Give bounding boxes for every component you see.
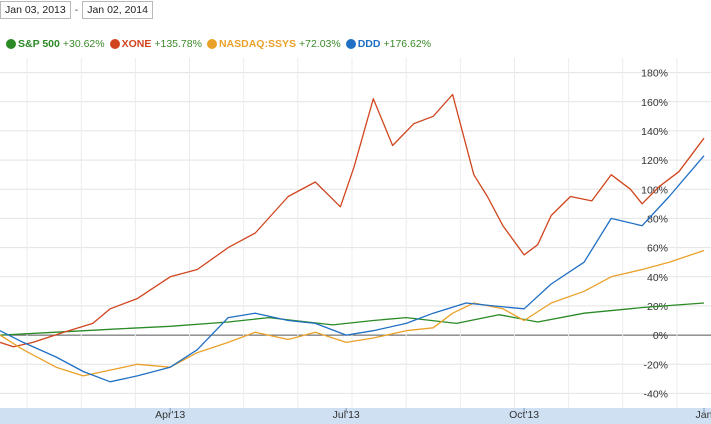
y-tick-label: 140% [641,126,668,138]
legend-dot-icon [206,39,217,49]
series-line-s-p-500 [0,302,705,336]
legend-item-sp500[interactable]: S&P 500 +30.62% [6,38,105,50]
legend-series-change: +135.78% [154,38,202,50]
legend-dot-icon [109,39,120,49]
y-tick-label: 40% [647,272,668,284]
navigator-bar[interactable] [0,408,711,424]
legend-dot-icon [345,39,356,49]
legend-item-xone[interactable]: XONE +135.78% [109,38,202,50]
date-range-selector: Jan 03, 2013 - Jan 02, 2014 [0,0,153,20]
legend-series-name: S&P 500 [18,38,60,50]
y-tick-label: 0% [653,330,668,342]
legend-series-change: +176.62% [383,38,432,50]
y-tick-label: 120% [641,155,668,167]
legend-item-ssys[interactable]: NASDAQ:SSYS +72.03% [206,38,341,50]
y-tick-label: 60% [647,243,668,255]
series-line-xone [0,93,705,348]
y-tick-label: -40% [643,388,668,400]
y-tick-label: 80% [647,213,668,225]
legend-item-ddd[interactable]: DDD +176.62% [345,38,432,50]
series-line-ddd [0,155,705,383]
legend-series-name: DDD [357,38,381,50]
y-tick-label: 180% [641,68,668,80]
x-axis: Apr'13 Jul'13 Oct'13 Jan [155,408,711,421]
start-date-field[interactable]: Jan 03, 2013 [0,1,71,19]
legend-series-change: +72.03% [298,38,341,50]
date-range-separator: - [74,4,79,16]
plot-area [0,58,711,408]
y-tick-label: 100% [641,184,668,196]
legend-series-change: +30.62% [62,38,105,50]
legend-dot-icon [6,39,16,49]
legend-series-name: XONE [121,38,152,50]
x-tick-label: Apr'13 [155,409,185,421]
x-tick-label: Jul'13 [333,409,360,421]
grid [0,58,711,408]
series-line-nasdaq-ssys [0,249,705,377]
x-tick-label: Jan [696,409,711,421]
y-tick-label: 160% [641,97,668,109]
y-tick-label: -20% [643,359,668,371]
x-tick-label: Oct'13 [509,409,539,421]
series-lines [0,93,705,383]
legend-series-name: NASDAQ:SSYS [218,38,296,50]
end-date-field[interactable]: Jan 02, 2014 [82,1,153,19]
legend: S&P 500 +30.62% XONE +135.78% NASDAQ:SSY… [6,38,436,50]
